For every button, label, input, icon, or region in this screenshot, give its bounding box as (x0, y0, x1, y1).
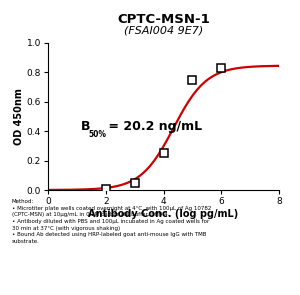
Text: Method:
• Microtiter plate wells coated overnight at 4°C  with 100μL of Ag 10782: Method: • Microtiter plate wells coated … (12, 199, 211, 244)
Text: 50%: 50% (88, 130, 106, 139)
Y-axis label: OD 450nm: OD 450nm (14, 88, 24, 145)
Text: = 20.2 ng/mL: = 20.2 ng/mL (104, 120, 202, 133)
Text: B: B (81, 120, 91, 133)
Text: CPTC-MSN-1: CPTC-MSN-1 (117, 13, 210, 26)
X-axis label: Antibody Conc. (log pg/mL): Antibody Conc. (log pg/mL) (88, 209, 238, 219)
Text: (FSAI004 9E7): (FSAI004 9E7) (124, 26, 203, 36)
